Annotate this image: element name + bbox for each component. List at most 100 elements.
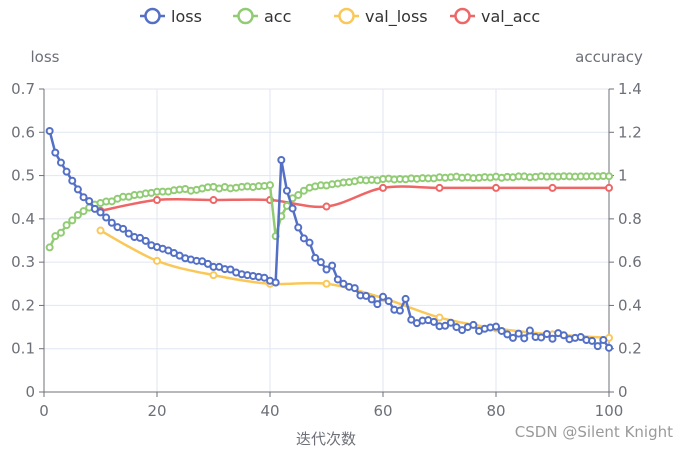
data-point-loss [288, 204, 297, 213]
data-point-loss [503, 330, 512, 339]
legend[interactable]: loss acc val_loss val_acc [140, 7, 540, 27]
data-point-loss [373, 300, 382, 309]
data-point-loss [107, 218, 116, 227]
legend-item-val_loss[interactable]: val_loss [334, 7, 428, 27]
series-layer [45, 126, 613, 352]
x-tick-label: 80 [486, 402, 505, 420]
data-point-loss [62, 167, 71, 176]
data-point-loss [605, 343, 613, 352]
legend-marker-val_acc [454, 7, 471, 25]
legend-label-acc: acc [264, 7, 291, 26]
y-left-tick-label: 0.5 [11, 167, 35, 185]
data-point-loss [339, 279, 348, 288]
data-point-loss [367, 295, 376, 304]
x-tick-label: 100 [595, 402, 624, 420]
x-tick-label: 60 [373, 402, 392, 420]
data-point-loss [299, 234, 308, 243]
data-point-loss [328, 261, 337, 270]
series-line-val_acc [100, 185, 609, 213]
data-point-acc [62, 221, 71, 230]
y-left-tick-label: 0.7 [11, 80, 35, 98]
watermark-text: CSDN @Silent Knight [515, 423, 673, 441]
x-axis-label: 迭代次数 [296, 430, 356, 448]
data-point-loss [124, 229, 133, 238]
data-point-loss [56, 158, 65, 167]
y-right-tick-label: 0.4 [618, 296, 642, 314]
y-axis-left-label: loss [31, 48, 60, 66]
data-point-loss [401, 294, 410, 303]
data-point-val_acc [492, 183, 500, 192]
data-point-loss [514, 329, 523, 338]
data-point-loss [492, 322, 500, 331]
y-right-tick-label: 0 [618, 383, 628, 401]
data-point-loss [395, 306, 404, 315]
y-left-tick-label: 0.6 [11, 123, 35, 141]
y-right-tick-label: 0.2 [618, 340, 642, 358]
data-point-loss [576, 333, 585, 342]
data-point-loss [96, 208, 105, 217]
data-point-loss [271, 278, 280, 287]
data-point-acc [45, 243, 54, 252]
data-point-loss [452, 323, 461, 332]
legend-marker-acc [237, 7, 254, 25]
data-point-loss [458, 326, 467, 335]
tick-labels: 0 0.1 0.2 0.3 0.4 0.5 0.6 0.7 0 0.2 0.4 0.6 0.8 1 1.2 1… [11, 80, 642, 420]
data-point-loss [441, 321, 450, 330]
y-left-tick-label: 0.2 [11, 296, 35, 314]
grid-lines [44, 88, 609, 392]
data-point-loss [136, 233, 145, 242]
y-left-tick-label: 0.3 [11, 253, 35, 271]
data-point-loss [446, 318, 455, 327]
data-point-loss [51, 148, 60, 157]
data-point-loss [73, 185, 82, 194]
data-point-acc [294, 191, 303, 200]
data-point-loss [45, 126, 54, 135]
data-point-loss [384, 297, 393, 306]
data-point-loss [508, 333, 517, 342]
data-point-loss [305, 238, 314, 247]
data-point-acc [73, 210, 82, 219]
data-point-acc [51, 232, 60, 241]
data-point-loss [362, 291, 371, 300]
data-point-val_acc [379, 183, 387, 192]
data-point-loss [350, 284, 359, 293]
axes [39, 88, 614, 397]
data-point-loss [429, 317, 438, 326]
legend-marker-loss [144, 7, 161, 25]
data-point-loss [520, 334, 529, 343]
data-point-loss [559, 331, 568, 340]
data-point-loss [79, 193, 88, 202]
data-point-loss [277, 155, 286, 164]
data-point-loss [588, 336, 597, 345]
data-point-loss [497, 326, 506, 335]
data-point-loss [542, 329, 551, 338]
series-acc [45, 172, 613, 252]
data-point-acc [266, 181, 274, 190]
data-point-acc [68, 216, 77, 225]
data-point-loss [322, 265, 331, 274]
data-point-loss [203, 259, 212, 268]
data-point-acc [56, 228, 65, 237]
data-point-val_acc [209, 196, 218, 205]
legend-label-val_acc: val_acc [481, 7, 540, 27]
data-point-loss [102, 213, 111, 222]
data-point-loss [282, 186, 291, 195]
data-point-loss [599, 336, 608, 345]
data-point-val_loss [435, 313, 444, 322]
data-point-loss [226, 265, 235, 274]
y-left-tick-label: 0 [25, 383, 35, 401]
series-loss [45, 126, 613, 352]
x-tick-label: 0 [39, 402, 49, 420]
x-tick-label: 40 [260, 402, 279, 420]
y-left-tick-label: 0.1 [11, 340, 35, 358]
legend-item-acc[interactable]: acc [233, 7, 291, 26]
data-point-val_loss [96, 226, 105, 235]
legend-item-val_acc[interactable]: val_acc [450, 7, 540, 27]
data-point-val_acc [435, 183, 444, 192]
data-point-loss [593, 342, 602, 351]
data-point-val_loss [153, 256, 161, 265]
data-point-loss [407, 315, 416, 324]
data-point-acc [79, 207, 88, 216]
legend-item-loss[interactable]: loss [140, 7, 202, 26]
